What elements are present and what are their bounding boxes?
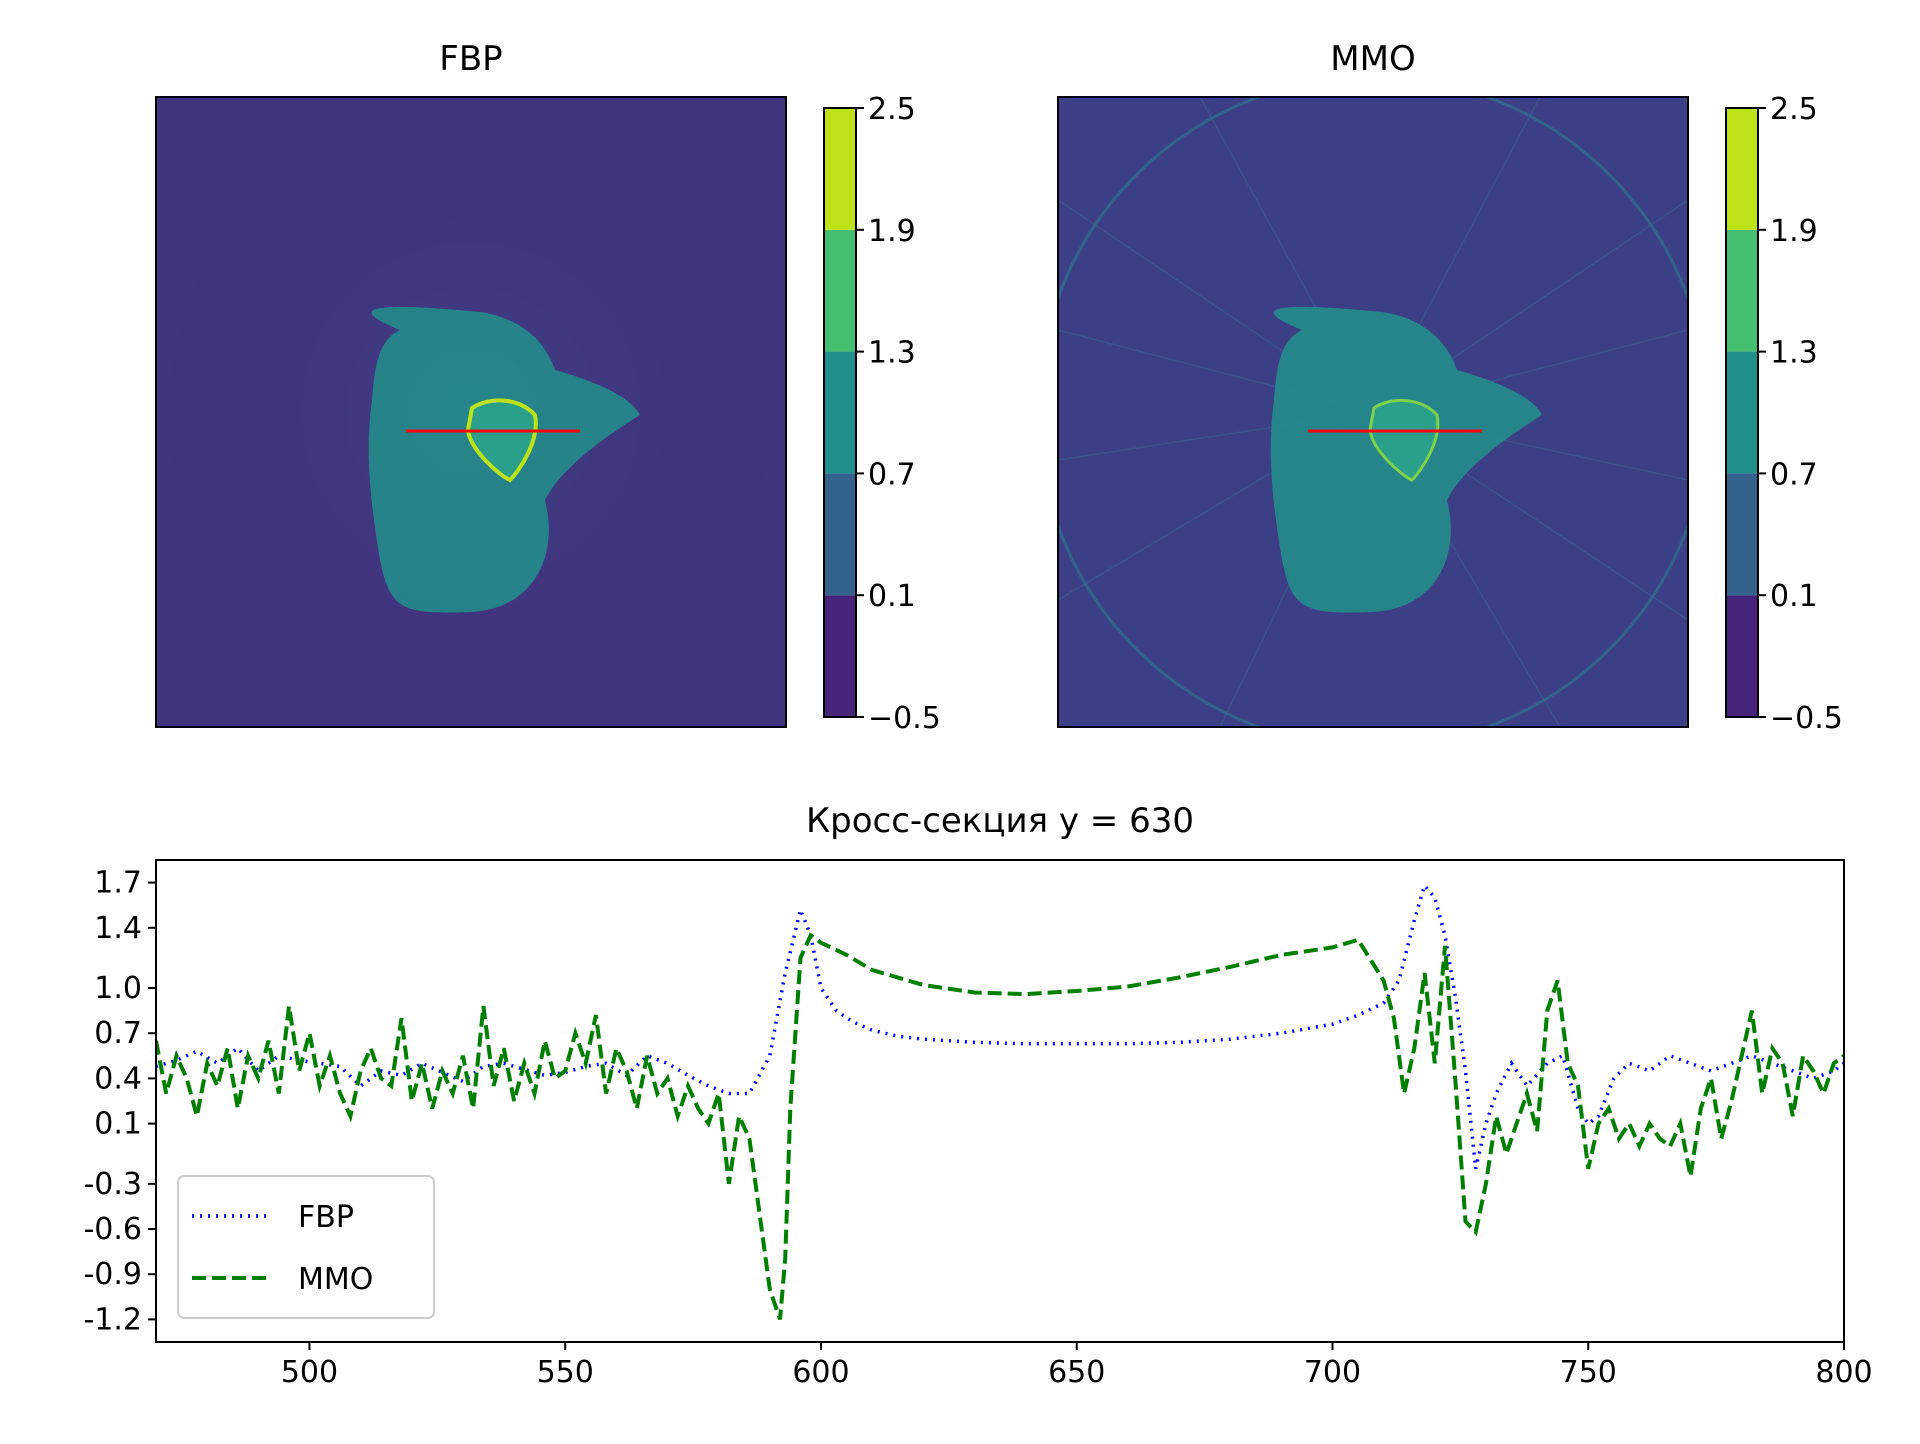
legend: FBP MMO [177,1175,435,1319]
mmo-image [1058,97,1688,727]
colorbar-band [1726,108,1758,230]
colorbar-tick-label: 1.3 [1770,336,1818,371]
colorbar-band [1726,229,1758,352]
mmo-central-object [1368,398,1440,482]
cross-section-plot: 500 550 600 650 700 750 800 1.7 1.4 1.0 0.7 0.4 0.1 -… [83,859,1873,1390]
colorbar-band [824,473,856,596]
y-tick-label: 1.4 [94,911,142,946]
colorbar-tick-label: 0.1 [868,579,916,614]
colorbar-tick-label: 0.7 [1770,457,1818,492]
colorbar-band [824,108,856,230]
colorbar-band [1726,351,1758,474]
y-tick-label: 0.4 [94,1061,142,1096]
colorbar-band [1726,595,1758,717]
x-tick-label: 750 [1560,1355,1617,1390]
colorbar-tick-label: −0.5 [1770,701,1843,736]
y-tick-label: 1.0 [94,971,142,1006]
legend-label-fbp: FBP [298,1200,354,1235]
colorbar-tick-label: 1.9 [1770,214,1818,249]
y-tick-label: -0.3 [83,1167,142,1202]
y-tick-label: 0.1 [94,1107,142,1142]
x-tick-label: 500 [281,1355,338,1390]
colorbar-band [824,229,856,352]
colorbar-band [824,595,856,717]
colorbar-tick-label: 1.3 [868,336,916,371]
x-tick-label: 600 [792,1355,849,1390]
y-tick-label: 1.7 [94,866,142,901]
colorbar-band [824,351,856,474]
colorbar-tick-label: −0.5 [868,701,941,736]
legend-box [177,1175,435,1319]
legend-label-mmo: MMO [298,1262,373,1297]
x-tick-label: 700 [1304,1355,1361,1390]
x-tick-label: 650 [1048,1355,1105,1390]
fbp-central-object [465,398,538,483]
series-line-mmo [156,932,1844,1321]
colorbar-band [1726,473,1758,596]
colorbar-fbp: 2.5 1.9 1.3 0.7 0.1 −0.5 [823,92,941,736]
chart-title: Кросс-секция y = 630 [806,801,1194,841]
series-line-fbp [156,881,1844,1170]
y-tick-label: -0.6 [83,1212,142,1247]
colorbar-tick-label: 2.5 [1770,92,1818,127]
panel-title-fbp: FBP [439,39,502,79]
colorbar-tick-label: 2.5 [868,92,916,127]
colorbar-tick-label: 0.1 [1770,579,1818,614]
colorbar-mmo: 2.5 1.9 1.3 0.7 0.1 −0.5 [1725,92,1843,736]
y-tick-label: 0.7 [94,1016,142,1051]
plot-frame [155,859,1845,1343]
x-tick-label: 550 [537,1355,594,1390]
colorbar-tick-label: 0.7 [868,457,916,492]
x-tick-label: 800 [1815,1355,1872,1390]
y-tick-label: -0.9 [83,1257,142,1292]
y-tick-label: -1.2 [83,1302,142,1337]
colorbar-tick-label: 1.9 [868,214,916,249]
panel-title-mmo: MMO [1330,39,1415,79]
fbp-image [156,97,786,727]
